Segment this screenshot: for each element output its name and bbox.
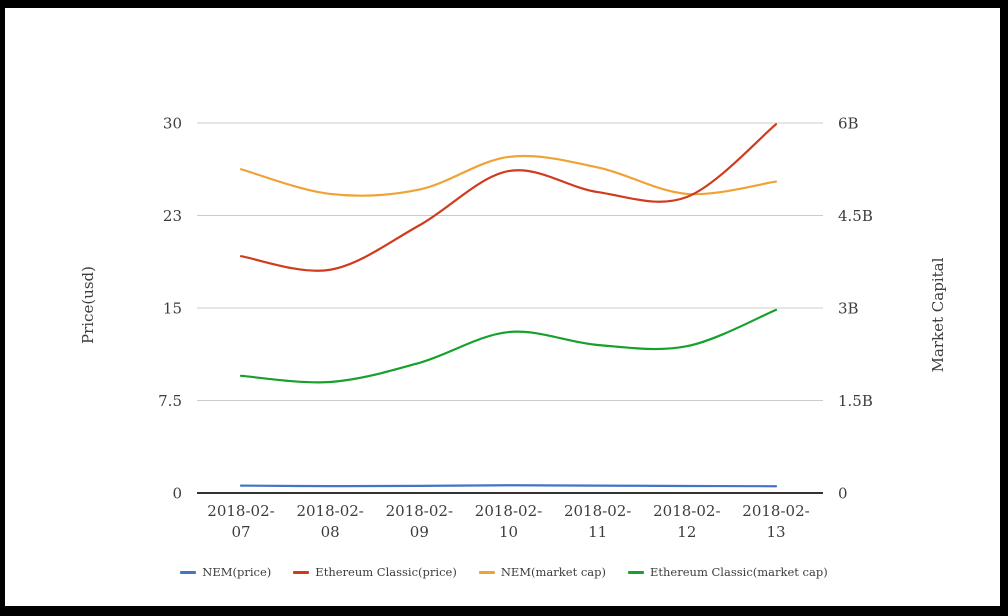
x-axis-tick-label: 2018-02-08	[296, 502, 363, 541]
series-line-nem-price	[239, 484, 778, 488]
y-axis-right-tick-label: 3B	[838, 300, 859, 318]
legend-label: Ethereum Classic(price)	[315, 565, 457, 579]
y-axis-left-tick-label: 7.5	[158, 392, 182, 410]
y-axis-left-title: Price(usd)	[79, 266, 97, 345]
x-axis-tick-label: 2018-02-09	[386, 502, 453, 541]
x-axis-tick-label: 2018-02-07	[207, 502, 274, 541]
y-axis-left-tick-label: 15	[163, 300, 182, 318]
series-line-ethereum-classic-price	[239, 123, 778, 272]
y-axis-right-tick-label: 0	[838, 485, 848, 503]
legend-line-swatch	[293, 570, 310, 574]
legend-line-swatch	[180, 570, 197, 574]
x-axis-tick-label: 2018-02-10	[475, 502, 542, 541]
legend-item-nem-price[interactable]: NEM(price)	[180, 565, 271, 579]
x-axis-tick-label: 2018-02-11	[564, 502, 631, 541]
legend-line-swatch	[628, 570, 644, 574]
series-line-ethereum-classic-market-cap	[239, 308, 778, 384]
y-axis-right-tick-label: 4.5B	[838, 207, 873, 225]
legend-item-ethereum-classic-price[interactable]: Ethereum Classic(price)	[293, 565, 457, 579]
x-axis-tick-label: 2018-02-12	[653, 502, 720, 541]
y-axis-right-tick-label: 6B	[838, 115, 859, 133]
chart-legend: NEM(price) Ethereum Classic(price) NEM(mar…	[0, 565, 1008, 579]
legend-label: NEM(market cap)	[500, 565, 606, 579]
legend-item-nem-market-cap[interactable]: NEM(market cap)	[478, 565, 606, 579]
y-axis-right-tick-label: 1.5B	[838, 392, 873, 410]
y-axis-left-tick-label: 30	[163, 115, 182, 133]
y-axis-left-tick-label: 0	[172, 485, 182, 503]
y-axis-right-title: Market Capital	[929, 257, 947, 373]
legend-item-ethereum-classic-market-cap[interactable]: Ethereum Classic(market cap)	[628, 565, 828, 579]
legend-line-swatch	[478, 570, 495, 574]
series-line-nem-market-cap	[239, 154, 778, 197]
legend-label: Ethereum Classic(market cap)	[650, 565, 828, 579]
y-axis-left-tick-label: 23	[163, 207, 182, 225]
legend-label: NEM(price)	[202, 565, 272, 579]
x-axis-tick-label: 2018-02-13	[742, 502, 809, 541]
